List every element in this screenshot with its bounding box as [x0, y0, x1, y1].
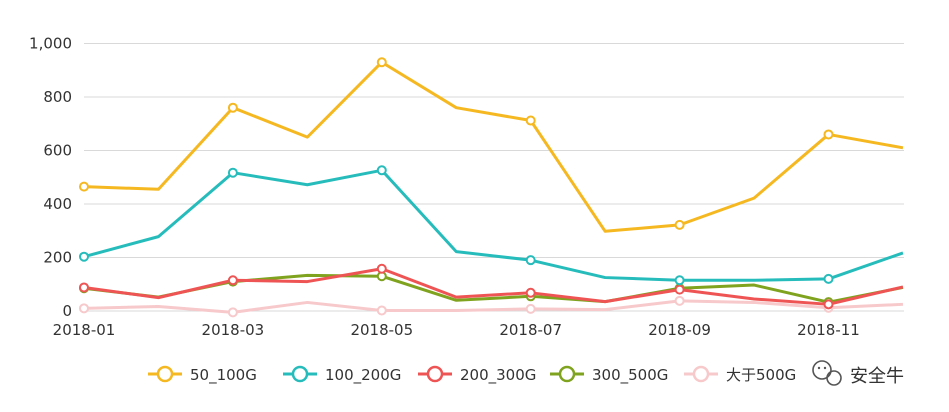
legend-marker	[558, 365, 576, 383]
legend-label: 300_500G	[592, 366, 668, 385]
y-tick-label: 1,000	[29, 35, 72, 53]
y-tick-label: 600	[43, 142, 72, 160]
data-point	[525, 303, 536, 314]
data-point	[227, 307, 238, 318]
y-axis: 0 200 400 600 800 1,000	[29, 35, 72, 321]
x-tick-label: 2018-11	[797, 321, 860, 339]
legend-item[interactable]: 200_300G	[418, 365, 536, 385]
legend-marker	[291, 365, 309, 383]
legend-marker	[156, 365, 174, 383]
data-point	[674, 275, 685, 286]
legend: 50_100G 100_200G 200_300G 300_500G 大于500G	[148, 365, 796, 385]
series-line-4	[83, 299, 904, 314]
legend-item[interactable]: 大于500G	[684, 365, 796, 384]
data-point	[227, 102, 238, 113]
data-point	[376, 305, 387, 316]
x-tick-label: 2018-01	[53, 321, 116, 339]
y-tick-label: 800	[43, 88, 72, 106]
y-tick-label: 0	[62, 302, 72, 320]
legend-marker	[692, 365, 710, 383]
series-line-2	[83, 267, 904, 306]
x-axis: 2018-01 2018-03 2018-05 2018-07 2018-09 2018-…	[53, 321, 860, 339]
x-tick-label: 2018-07	[499, 321, 562, 339]
wechat-icon	[812, 360, 842, 386]
data-point	[227, 275, 238, 286]
data-point	[525, 287, 536, 298]
series-lines	[83, 60, 904, 314]
legend-marker	[426, 365, 444, 383]
data-point	[79, 303, 89, 314]
y-tick-label: 400	[43, 195, 72, 213]
data-point	[79, 251, 89, 262]
data-point	[227, 167, 238, 178]
legend-item[interactable]: 300_500G	[550, 365, 668, 385]
x-tick-label: 2018-05	[350, 321, 413, 339]
data-point	[674, 284, 685, 295]
data-point	[79, 282, 89, 293]
data-point	[823, 299, 834, 310]
legend-item[interactable]: 50_100G	[148, 365, 257, 385]
x-tick-label: 2018-03	[202, 321, 265, 339]
watermark: 安全牛	[812, 360, 904, 387]
legend-label: 100_200G	[325, 366, 401, 385]
legend-label: 200_300G	[460, 366, 536, 385]
data-point	[79, 181, 89, 192]
data-point	[376, 57, 387, 68]
grid-lines	[84, 43, 904, 312]
series-line-0	[83, 60, 904, 233]
data-point	[823, 273, 834, 284]
watermark-text: 安全牛	[850, 366, 904, 387]
data-point	[376, 263, 387, 274]
y-tick-label: 200	[43, 249, 72, 267]
series-line-1	[83, 168, 904, 282]
data-point	[376, 165, 387, 176]
data-point	[525, 255, 536, 266]
data-point	[823, 129, 834, 140]
legend-label: 大于500G	[726, 366, 796, 384]
x-tick-label: 2018-09	[648, 321, 711, 339]
data-point	[674, 295, 685, 306]
series-points	[79, 57, 834, 318]
legend-label: 50_100G	[190, 366, 257, 385]
data-point	[674, 219, 685, 230]
data-point	[525, 115, 536, 126]
legend-item[interactable]: 100_200G	[283, 365, 401, 385]
